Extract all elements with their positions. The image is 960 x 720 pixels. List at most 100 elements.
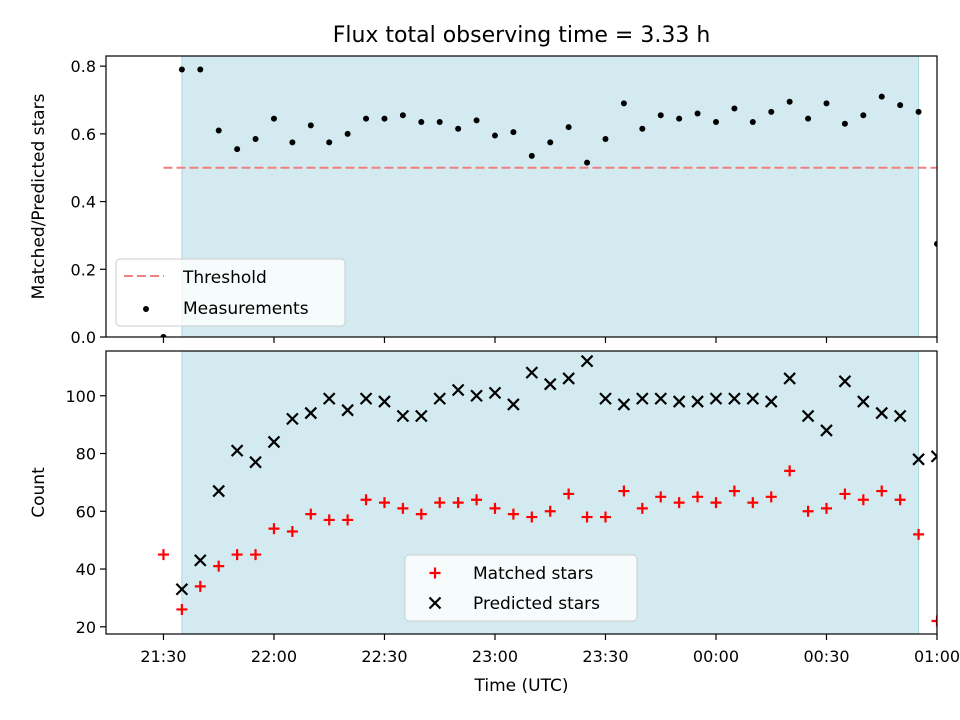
data-point (676, 115, 683, 122)
data-point (731, 105, 738, 112)
data-point (304, 406, 318, 420)
series-predicted-stars (175, 354, 937, 596)
x-axis-label: Time (UTC) (474, 676, 569, 696)
data-point (194, 554, 207, 567)
legend-label-predicted: Predicted stars (473, 594, 600, 614)
data-point (599, 392, 612, 405)
data-point (878, 93, 885, 100)
data-point (378, 497, 390, 509)
data-point (952, 334, 958, 340)
data-point (692, 491, 704, 503)
data-point (230, 444, 244, 457)
data-point (934, 240, 937, 247)
axes-frame (105, 55, 938, 338)
data-point (860, 112, 867, 119)
data-point (876, 485, 888, 497)
x-tick-label: 23:30 (582, 647, 628, 666)
data-point (250, 549, 262, 561)
y-tick-label: 0.8 (71, 57, 96, 76)
data-point (341, 403, 354, 417)
data-point (471, 494, 483, 506)
legend-box (115, 258, 346, 327)
data-point (525, 366, 539, 379)
data-point (694, 110, 701, 117)
legend-matched-swatch (429, 567, 441, 579)
data-point (618, 485, 630, 497)
y-axis-label: Matched/Predicted stars (29, 93, 49, 299)
data-point (455, 125, 462, 132)
data-point (526, 511, 538, 523)
data-point (563, 488, 575, 500)
data-point (197, 66, 204, 73)
y-tick-label: 60 (76, 502, 96, 521)
data-point (160, 334, 167, 337)
data-point (620, 100, 627, 107)
data-point (234, 146, 241, 153)
data-point (801, 409, 815, 423)
top-panel: 0.0 0.2 0.4 0.6 0.8 Matched/Predicted stars Fl… (29, 23, 958, 347)
legend-label-measurements: Measurements (183, 299, 309, 319)
data-point (470, 389, 483, 403)
data-point (672, 395, 686, 408)
data-point (617, 398, 631, 411)
legend: Matched stars Predicted stars (404, 554, 638, 622)
data-point (176, 603, 188, 615)
data-point (344, 130, 351, 137)
data-point (378, 395, 391, 408)
data-point (768, 108, 775, 115)
data-point (654, 392, 668, 405)
data-point (838, 375, 852, 388)
data-point (657, 112, 664, 119)
y-tick-label: 80 (76, 445, 96, 464)
data-point (820, 502, 832, 514)
data-point (764, 395, 778, 408)
data-point (580, 354, 594, 368)
y-axis-label: Count (29, 467, 49, 518)
data-point (639, 125, 646, 132)
data-point (397, 502, 409, 514)
bottom-panel: 20 40 60 80 100 21:30 22:00 22:30 23:00 23:30 00:0… (29, 350, 960, 696)
data-point (857, 494, 869, 506)
data-point (599, 511, 611, 523)
data-point (510, 129, 517, 136)
data-point (784, 465, 796, 477)
legend: Threshold Measurements (115, 258, 346, 327)
data-point (528, 152, 535, 159)
data-point (636, 502, 648, 514)
data-point (342, 514, 354, 526)
y-tick-label: 0.0 (71, 328, 96, 347)
data-point (507, 398, 520, 411)
data-point (305, 508, 317, 520)
data-point (415, 409, 428, 423)
y-tick-label: 100 (65, 387, 96, 406)
data-point (913, 528, 925, 540)
y-tick-label: 40 (76, 560, 96, 579)
data-point (396, 409, 410, 423)
data-point (178, 66, 185, 73)
data-point (930, 450, 937, 463)
data-point (636, 392, 649, 405)
data-point (326, 139, 333, 146)
data-point (897, 102, 904, 109)
data-point (360, 494, 372, 506)
data-point (749, 119, 756, 126)
data-point (565, 124, 572, 131)
y-tick-label: 0.6 (71, 125, 96, 144)
data-point (381, 115, 388, 122)
data-point (268, 523, 280, 535)
data-point (359, 392, 373, 405)
data-point (215, 127, 222, 134)
series-measurements (160, 66, 958, 340)
y-tick-label: 0.4 (71, 193, 96, 212)
data-point (270, 115, 277, 122)
data-point (286, 525, 298, 537)
series-matched-stars (157, 465, 937, 627)
data-point (602, 135, 609, 142)
data-point (415, 508, 427, 520)
data-point (489, 502, 501, 514)
data-point (252, 135, 259, 142)
data-point (249, 455, 262, 469)
data-point (507, 508, 519, 520)
data-point (451, 383, 465, 397)
